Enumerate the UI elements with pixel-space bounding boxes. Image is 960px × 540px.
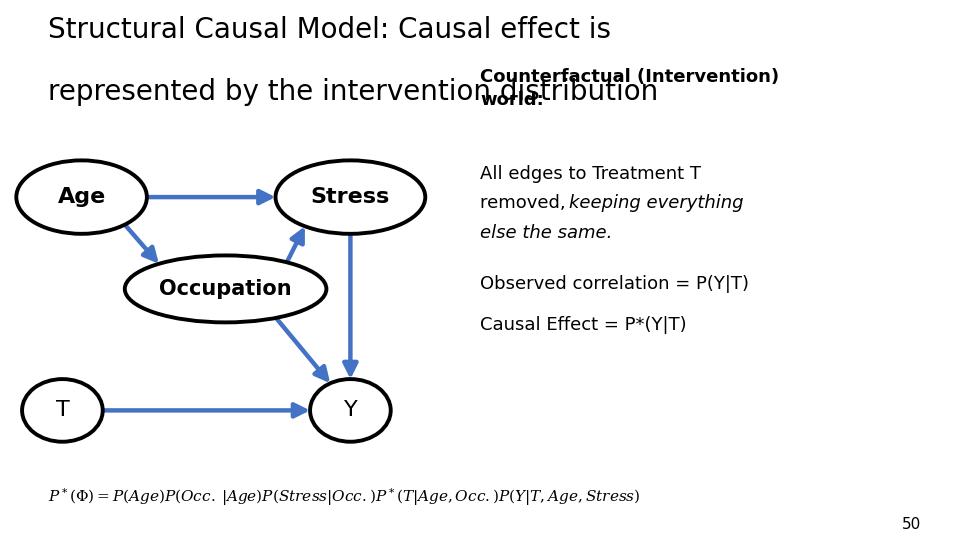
- Ellipse shape: [125, 255, 326, 322]
- Ellipse shape: [22, 379, 103, 442]
- Text: Stress: Stress: [311, 187, 390, 207]
- Text: Structural Causal Model: Causal effect is: Structural Causal Model: Causal effect i…: [48, 16, 611, 44]
- Text: Age: Age: [58, 187, 106, 207]
- Text: T: T: [56, 400, 69, 421]
- Text: Y: Y: [344, 400, 357, 421]
- Ellipse shape: [276, 160, 425, 234]
- Text: All edges to Treatment T: All edges to Treatment T: [480, 165, 701, 183]
- Text: Observed correlation = P(Y|T): Observed correlation = P(Y|T): [480, 275, 749, 293]
- Text: keeping everything: keeping everything: [569, 194, 744, 212]
- Text: removed,: removed,: [480, 194, 571, 212]
- Text: 50: 50: [902, 517, 922, 532]
- Ellipse shape: [16, 160, 147, 234]
- Text: represented by the intervention distribution: represented by the intervention distribu…: [48, 78, 659, 106]
- Text: else the same.: else the same.: [480, 224, 612, 242]
- Text: Counterfactual (Intervention)
world:: Counterfactual (Intervention) world:: [480, 68, 780, 109]
- Text: $P^*(\Phi) = P(Age)P(Occ.\:|Age)P(Stress|Occ.)P^*(T|Age, Occ.)P(Y|T, Age, Stress: $P^*(\Phi) = P(Age)P(Occ.\:|Age)P(Stress…: [48, 486, 640, 508]
- Text: Causal Effect = P*(Y|T): Causal Effect = P*(Y|T): [480, 316, 686, 334]
- Text: Occupation: Occupation: [159, 279, 292, 299]
- Ellipse shape: [310, 379, 391, 442]
